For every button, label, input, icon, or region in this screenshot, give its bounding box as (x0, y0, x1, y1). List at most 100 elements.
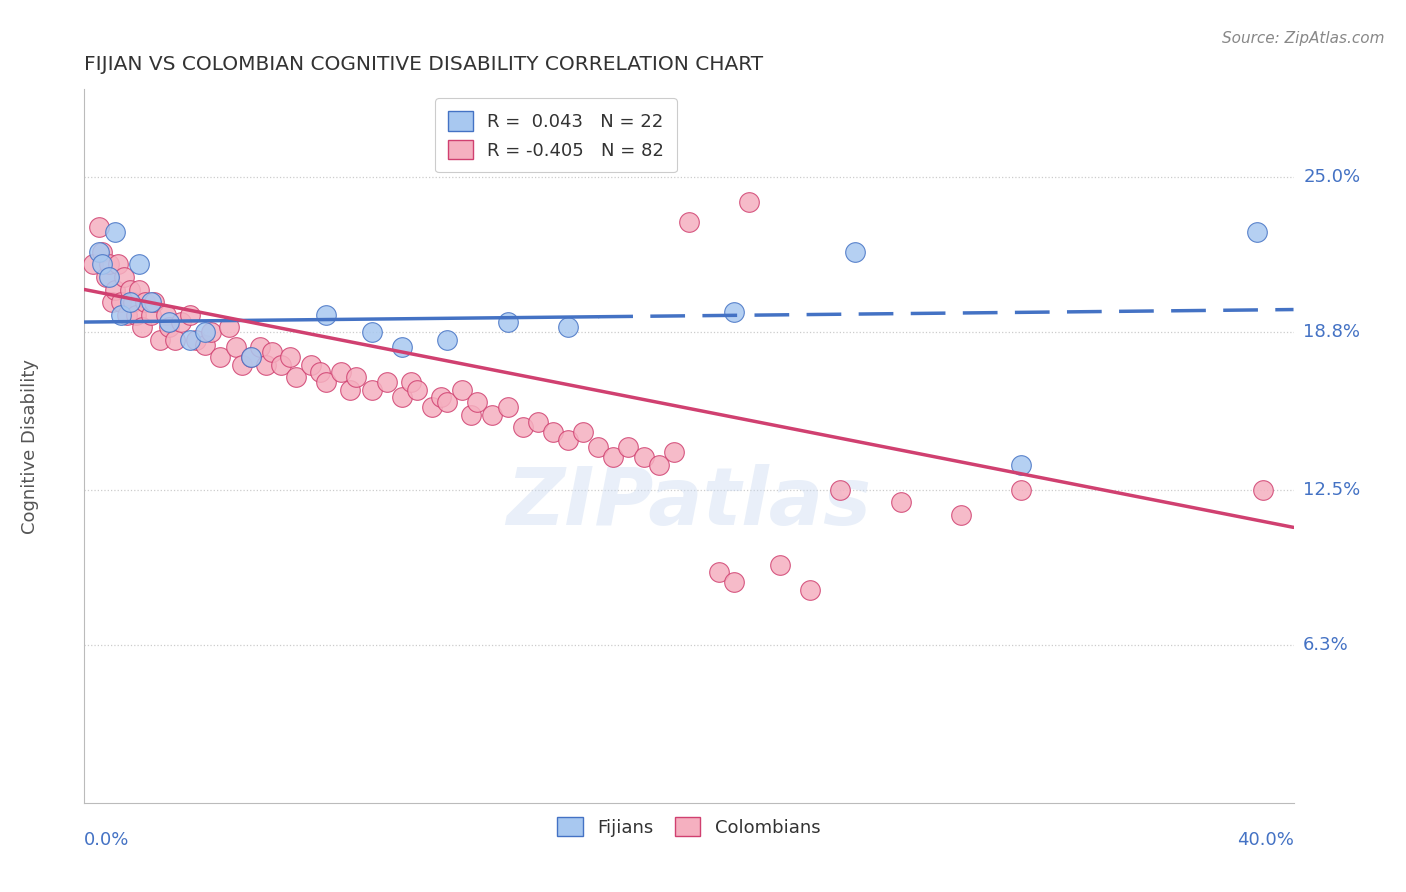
Point (165, 333, 187, 347)
Point (97, 270, 120, 285)
Point (496, 315, 519, 329)
Point (157, 315, 180, 329)
Point (738, 194, 761, 209)
Point (260, 345, 283, 359)
Point (830, 483, 852, 497)
Point (128, 257, 150, 271)
Point (436, 333, 458, 347)
Text: ZIPatlas: ZIPatlas (506, 464, 872, 542)
Point (128, 283, 150, 297)
Point (1011, 458, 1033, 472)
Point (662, 445, 685, 459)
Point (91, 244, 114, 259)
Point (572, 425, 595, 440)
Point (209, 350, 232, 364)
Point (218, 320, 240, 334)
Point (186, 333, 208, 347)
Point (131, 320, 153, 334)
Text: Source: ZipAtlas.com: Source: ZipAtlas.com (1222, 31, 1385, 46)
Point (602, 450, 624, 465)
Point (391, 340, 413, 354)
Point (436, 395, 458, 409)
Point (588, 440, 610, 454)
Point (617, 440, 640, 454)
Point (648, 458, 671, 472)
Point (360, 325, 382, 339)
Point (118, 295, 141, 310)
Point (723, 305, 745, 319)
Point (633, 450, 655, 465)
Point (330, 365, 353, 379)
Point (89, 244, 111, 259)
Text: 6.3%: 6.3% (1303, 636, 1348, 654)
Point (769, 558, 792, 572)
Point (139, 295, 162, 310)
Point (249, 340, 271, 354)
Point (194, 337, 217, 351)
Point (239, 350, 262, 364)
Point (527, 415, 550, 429)
Point (82, 257, 104, 271)
Point (1246, 225, 1268, 239)
Point (339, 383, 361, 397)
Point (299, 358, 322, 372)
Text: 25.0%: 25.0% (1303, 168, 1361, 186)
Point (890, 495, 912, 509)
Point (118, 283, 141, 297)
Point (315, 375, 337, 389)
Point (709, 566, 731, 580)
Point (112, 270, 135, 285)
Point (844, 244, 866, 259)
Point (89, 219, 111, 234)
Text: 18.8%: 18.8% (1303, 323, 1360, 341)
Point (375, 375, 398, 389)
Point (430, 390, 453, 404)
Point (231, 358, 253, 372)
Point (481, 408, 503, 422)
Point (557, 433, 579, 447)
Point (512, 420, 534, 434)
Point (346, 370, 368, 384)
Point (420, 400, 443, 414)
Point (950, 508, 973, 522)
Point (278, 350, 301, 364)
Point (723, 575, 745, 590)
Point (121, 295, 143, 310)
Point (557, 320, 579, 334)
Point (179, 333, 201, 347)
Point (541, 425, 564, 440)
Point (239, 350, 262, 364)
Point (107, 257, 129, 271)
Point (94, 270, 117, 285)
Text: FIJIAN VS COLOMBIAN COGNITIVE DISABILITY CORRELATION CHART: FIJIAN VS COLOMBIAN COGNITIVE DISABILITY… (84, 54, 763, 74)
Point (149, 333, 172, 347)
Point (139, 308, 162, 322)
Point (315, 308, 337, 322)
Point (200, 325, 222, 339)
Point (678, 215, 700, 229)
Point (97, 257, 120, 271)
Point (225, 340, 247, 354)
Point (142, 295, 165, 310)
Text: Cognitive Disability: Cognitive Disability (21, 359, 39, 533)
Point (155, 308, 177, 322)
Legend: Fijians, Colombians: Fijians, Colombians (550, 809, 828, 844)
Point (115, 308, 138, 322)
Point (254, 358, 277, 372)
Point (406, 383, 429, 397)
Point (110, 308, 132, 322)
Point (1253, 483, 1275, 497)
Point (1011, 483, 1033, 497)
Point (799, 582, 821, 597)
Point (399, 375, 422, 389)
Point (270, 358, 292, 372)
Point (179, 308, 201, 322)
Point (125, 308, 148, 322)
Point (467, 395, 489, 409)
Point (100, 295, 122, 310)
Point (194, 325, 217, 339)
Point (451, 383, 474, 397)
Point (496, 400, 519, 414)
Point (157, 320, 180, 334)
Point (391, 390, 413, 404)
